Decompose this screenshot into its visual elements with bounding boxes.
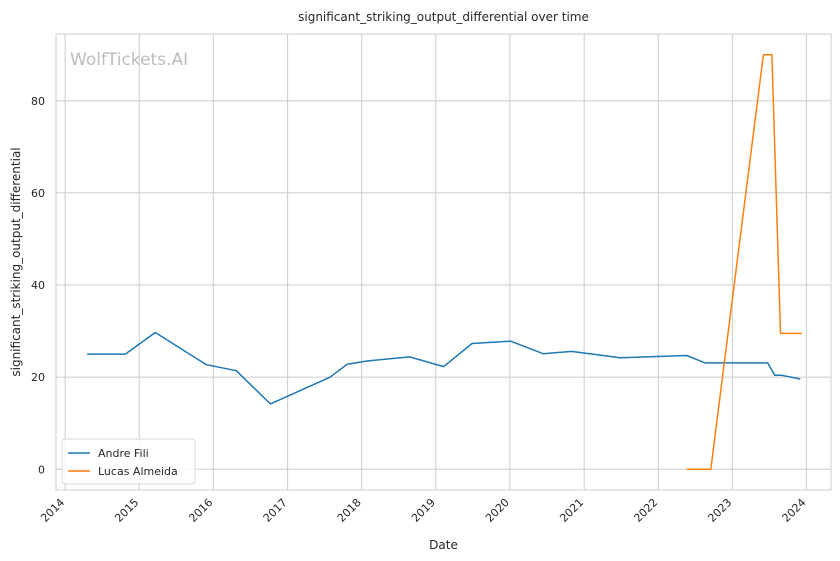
series-line-andre-fili bbox=[87, 331, 801, 405]
x-tick-label-2023: 2023 bbox=[705, 496, 734, 525]
legend-label-lucas-almeida: Lucas Almeida bbox=[98, 465, 178, 478]
watermark-text: WolfTickets.AI bbox=[70, 50, 188, 70]
x-tick-label-2022: 2022 bbox=[631, 496, 660, 525]
x-tick-label-2017: 2017 bbox=[261, 496, 290, 525]
series-line-lucas-almeida bbox=[686, 53, 802, 471]
x-tick-label-2015: 2015 bbox=[112, 496, 141, 525]
y-tick-label-60: 60 bbox=[31, 187, 45, 200]
y-tick-label-20: 20 bbox=[31, 371, 45, 384]
plot-frame bbox=[55, 33, 832, 491]
x-gridlines bbox=[64, 34, 807, 490]
x-tick-label-2021: 2021 bbox=[557, 496, 586, 525]
x-tick-label-2016: 2016 bbox=[186, 496, 215, 525]
x-axis-label: Date bbox=[429, 538, 458, 552]
legend: Andre Fili Lucas Almeida bbox=[61, 438, 196, 485]
y-tick-labels: 0 20 40 60 80 bbox=[31, 95, 45, 476]
x-tick-label-2014: 2014 bbox=[38, 496, 67, 525]
y-tick-label-80: 80 bbox=[31, 95, 45, 108]
x-tick-label-2024: 2024 bbox=[780, 496, 809, 525]
series-lines bbox=[87, 53, 802, 471]
y-tick-label-0: 0 bbox=[38, 463, 45, 476]
x-tick-labels: 2014 2015 2016 2017 2018 2019 2020 2021 2022 2023… bbox=[38, 496, 808, 525]
y-axis-label: significant_striking_output_differential bbox=[9, 147, 23, 376]
legend-box bbox=[61, 438, 196, 485]
x-tick-label-2019: 2019 bbox=[409, 496, 438, 525]
legend-label-andre-fili: Andre Fili bbox=[98, 447, 149, 460]
y-gridlines bbox=[56, 100, 831, 470]
x-tick-label-2018: 2018 bbox=[335, 496, 364, 525]
chart-title: significant_striking_output_differential… bbox=[298, 10, 589, 24]
x-tick-label-2020: 2020 bbox=[483, 496, 512, 525]
y-tick-label-40: 40 bbox=[31, 279, 45, 292]
